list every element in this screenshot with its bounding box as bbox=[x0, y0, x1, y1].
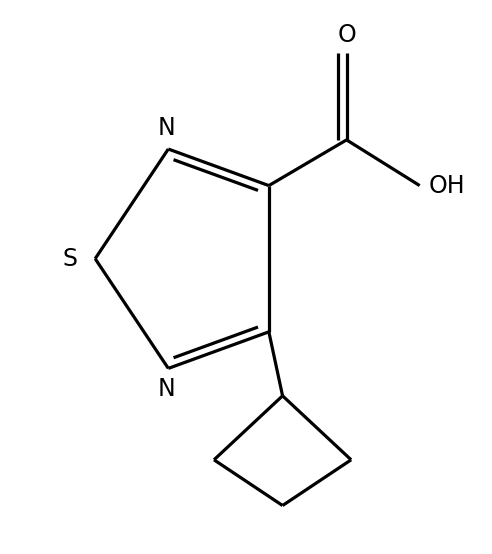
Text: S: S bbox=[62, 247, 78, 271]
Text: N: N bbox=[157, 116, 175, 141]
Text: O: O bbox=[337, 23, 356, 47]
Text: OH: OH bbox=[429, 173, 465, 198]
Text: N: N bbox=[157, 377, 175, 401]
